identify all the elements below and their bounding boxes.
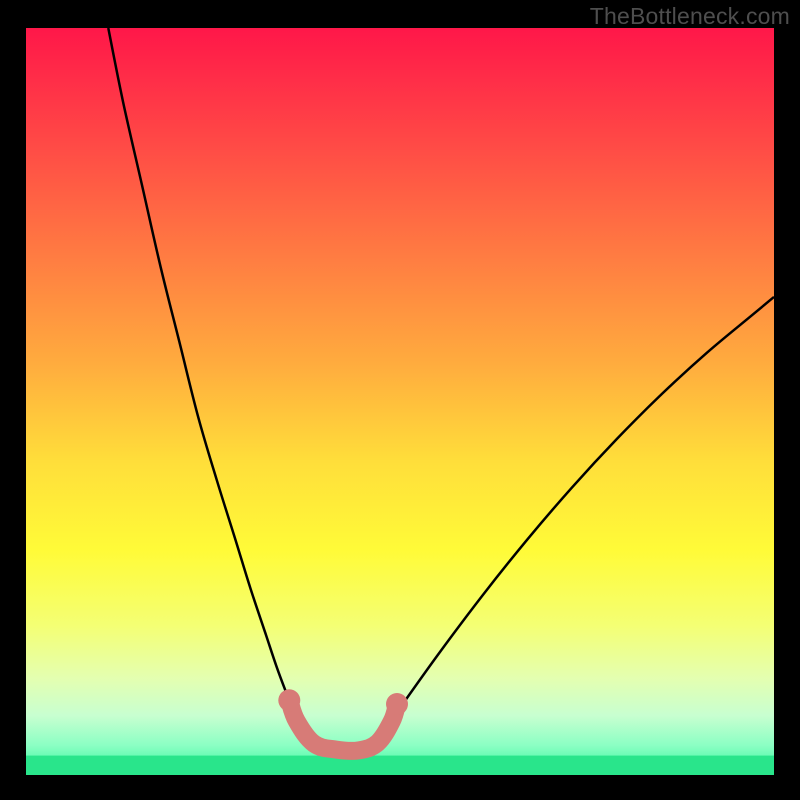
gradient-background: [26, 28, 774, 775]
overlay-endpoint-right: [386, 693, 408, 715]
bottleneck-chart: [0, 0, 800, 800]
green-zone-band: [26, 756, 774, 775]
overlay-endpoint-left: [278, 689, 300, 711]
chart-stage: TheBottleneck.com: [0, 0, 800, 800]
